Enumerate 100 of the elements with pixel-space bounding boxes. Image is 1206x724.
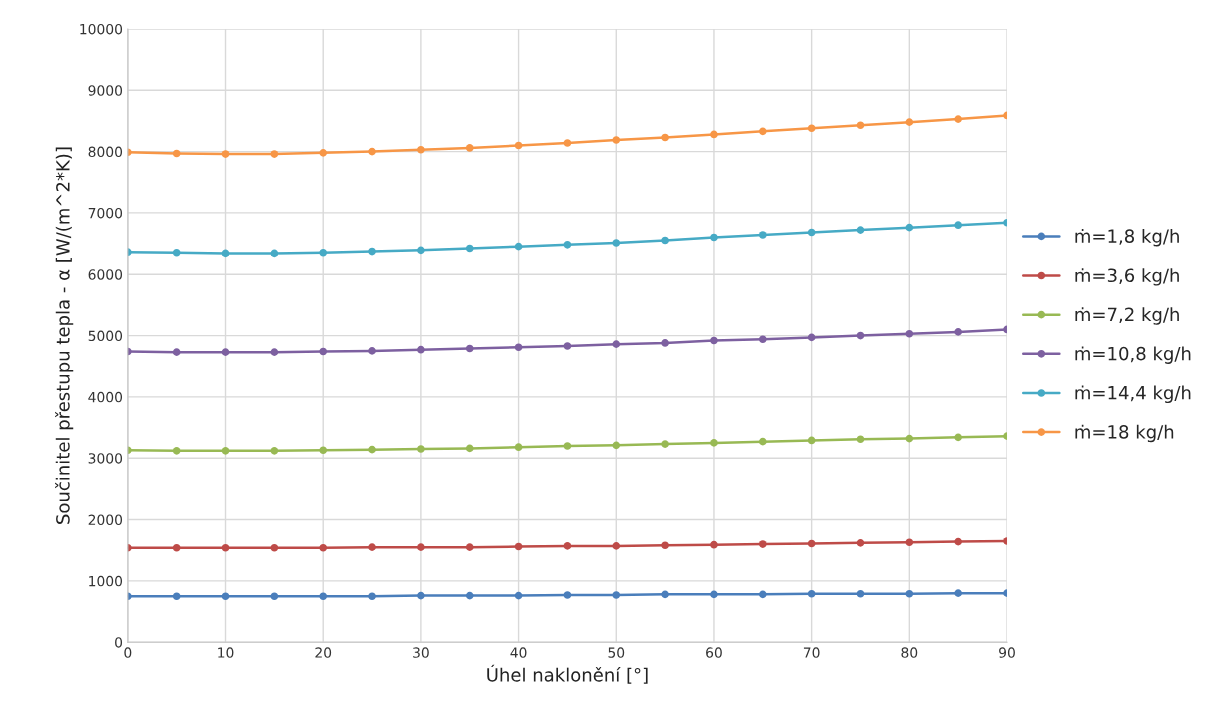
point: [172, 248, 181, 257]
point: [563, 591, 572, 599]
y-tick-label: 7000: [88, 207, 123, 219]
x-tick-label: 10: [218, 647, 234, 658]
x-tick-label: 80: [901, 647, 918, 658]
point: [368, 592, 376, 601]
y-tick-label: 0: [115, 637, 123, 648]
point: [710, 130, 718, 139]
x-tick-label: 90: [999, 647, 1015, 658]
point: [612, 542, 621, 550]
point: [465, 591, 474, 600]
point: [758, 437, 767, 446]
point: [807, 589, 816, 598]
y-tick-label: 1000: [89, 575, 123, 587]
point: [319, 446, 328, 455]
point: [661, 541, 669, 550]
point: [368, 347, 376, 355]
point: [417, 543, 425, 551]
x-axis-title: Úhel naklonění [°]: [487, 664, 648, 684]
point: [661, 236, 669, 245]
point: [368, 147, 376, 156]
point: [954, 328, 962, 336]
point: [758, 590, 767, 599]
point: [270, 592, 279, 601]
point: [417, 591, 425, 600]
point: [905, 329, 914, 338]
point: [417, 345, 425, 354]
y-tick-label: 3000: [88, 453, 123, 464]
point: [172, 592, 181, 601]
point: [612, 136, 621, 144]
x-tick-label: 20: [315, 647, 332, 658]
point: [465, 543, 474, 551]
point: [710, 336, 718, 345]
point: [270, 150, 279, 158]
point: [221, 348, 230, 356]
point: [368, 445, 376, 454]
point: [905, 434, 914, 443]
point: [905, 223, 914, 232]
point: [612, 591, 621, 599]
point: [710, 233, 718, 242]
point: [856, 435, 865, 444]
x-tick-label: 30: [413, 647, 429, 658]
point: [856, 331, 865, 340]
point: [319, 543, 328, 552]
point: [807, 228, 816, 237]
x-tick-label: 70: [803, 647, 820, 658]
point: [758, 540, 767, 548]
point: [807, 333, 816, 342]
point: [905, 589, 914, 598]
point: [368, 543, 376, 551]
point: [856, 121, 865, 130]
point: [563, 442, 572, 450]
point: [172, 447, 181, 455]
point: [807, 539, 816, 548]
legend-label: ṁ=18 kg/h: [1075, 424, 1174, 443]
point: [514, 141, 523, 150]
point: [856, 589, 865, 598]
point: [758, 127, 767, 136]
legend-label: ṁ=3,6 kg/h: [1075, 268, 1179, 286]
legend-label: ṁ=7,2 kg/h: [1075, 307, 1179, 325]
point: [661, 339, 669, 347]
point: [954, 433, 962, 442]
point: [758, 335, 767, 344]
point: [905, 538, 914, 547]
point: [514, 591, 523, 600]
y-tick-label: 6000: [88, 269, 123, 280]
point: [563, 139, 572, 147]
point: [514, 443, 523, 451]
point: [270, 249, 279, 258]
point: [954, 589, 962, 597]
point: [807, 124, 816, 133]
y-axis-title: Součinitel přestupu tepla - α [W/(m^2*K)]: [55, 147, 74, 524]
point: [172, 543, 181, 552]
point: [319, 592, 328, 601]
point: [856, 226, 865, 234]
point: [954, 221, 962, 230]
point: [270, 543, 279, 552]
point: [417, 145, 425, 154]
point: [465, 244, 474, 253]
point: [221, 150, 230, 158]
y-tick-label: 9000: [88, 85, 123, 96]
legend-label: ṁ=10,8 kg/h: [1075, 346, 1191, 364]
y-tick-label: 5000: [88, 330, 123, 342]
point: [661, 440, 669, 448]
x-tick-label: 60: [706, 647, 722, 658]
point: [710, 540, 718, 549]
legend-label: ṁ=1,8 kg/h: [1075, 228, 1179, 247]
x-tick-label: 50: [608, 647, 625, 658]
point: [710, 439, 718, 447]
point: [221, 543, 230, 552]
point: [954, 115, 962, 123]
point: [465, 444, 474, 453]
point: [319, 347, 328, 356]
y-tick-label: 4000: [88, 391, 123, 403]
point: [417, 246, 425, 255]
point: [710, 590, 718, 599]
point: [514, 343, 523, 352]
y-tick-label: 8000: [88, 146, 123, 158]
point: [221, 447, 230, 455]
point: [856, 539, 865, 547]
